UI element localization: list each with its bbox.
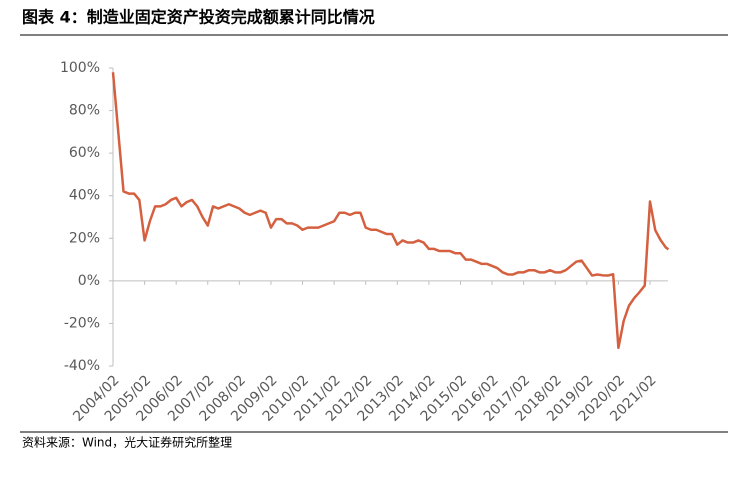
y-tick-label: -20% [64, 315, 100, 331]
y-tick-label: 80% [69, 103, 100, 119]
y-tick-label: 40% [69, 188, 100, 204]
source-note: 资料来源：Wind，光大证券研究所整理 [22, 435, 232, 450]
y-tick-label: 20% [69, 230, 100, 246]
y-tick-label: 60% [69, 145, 100, 161]
chart-title: 图表 4：制造业固定资产投资完成额累计同比情况 [22, 8, 375, 27]
y-tick-label: -40% [64, 358, 100, 374]
y-tick-label: 100% [60, 60, 100, 76]
y-tick-label: 0% [78, 273, 100, 289]
data-line [111, 72, 670, 350]
